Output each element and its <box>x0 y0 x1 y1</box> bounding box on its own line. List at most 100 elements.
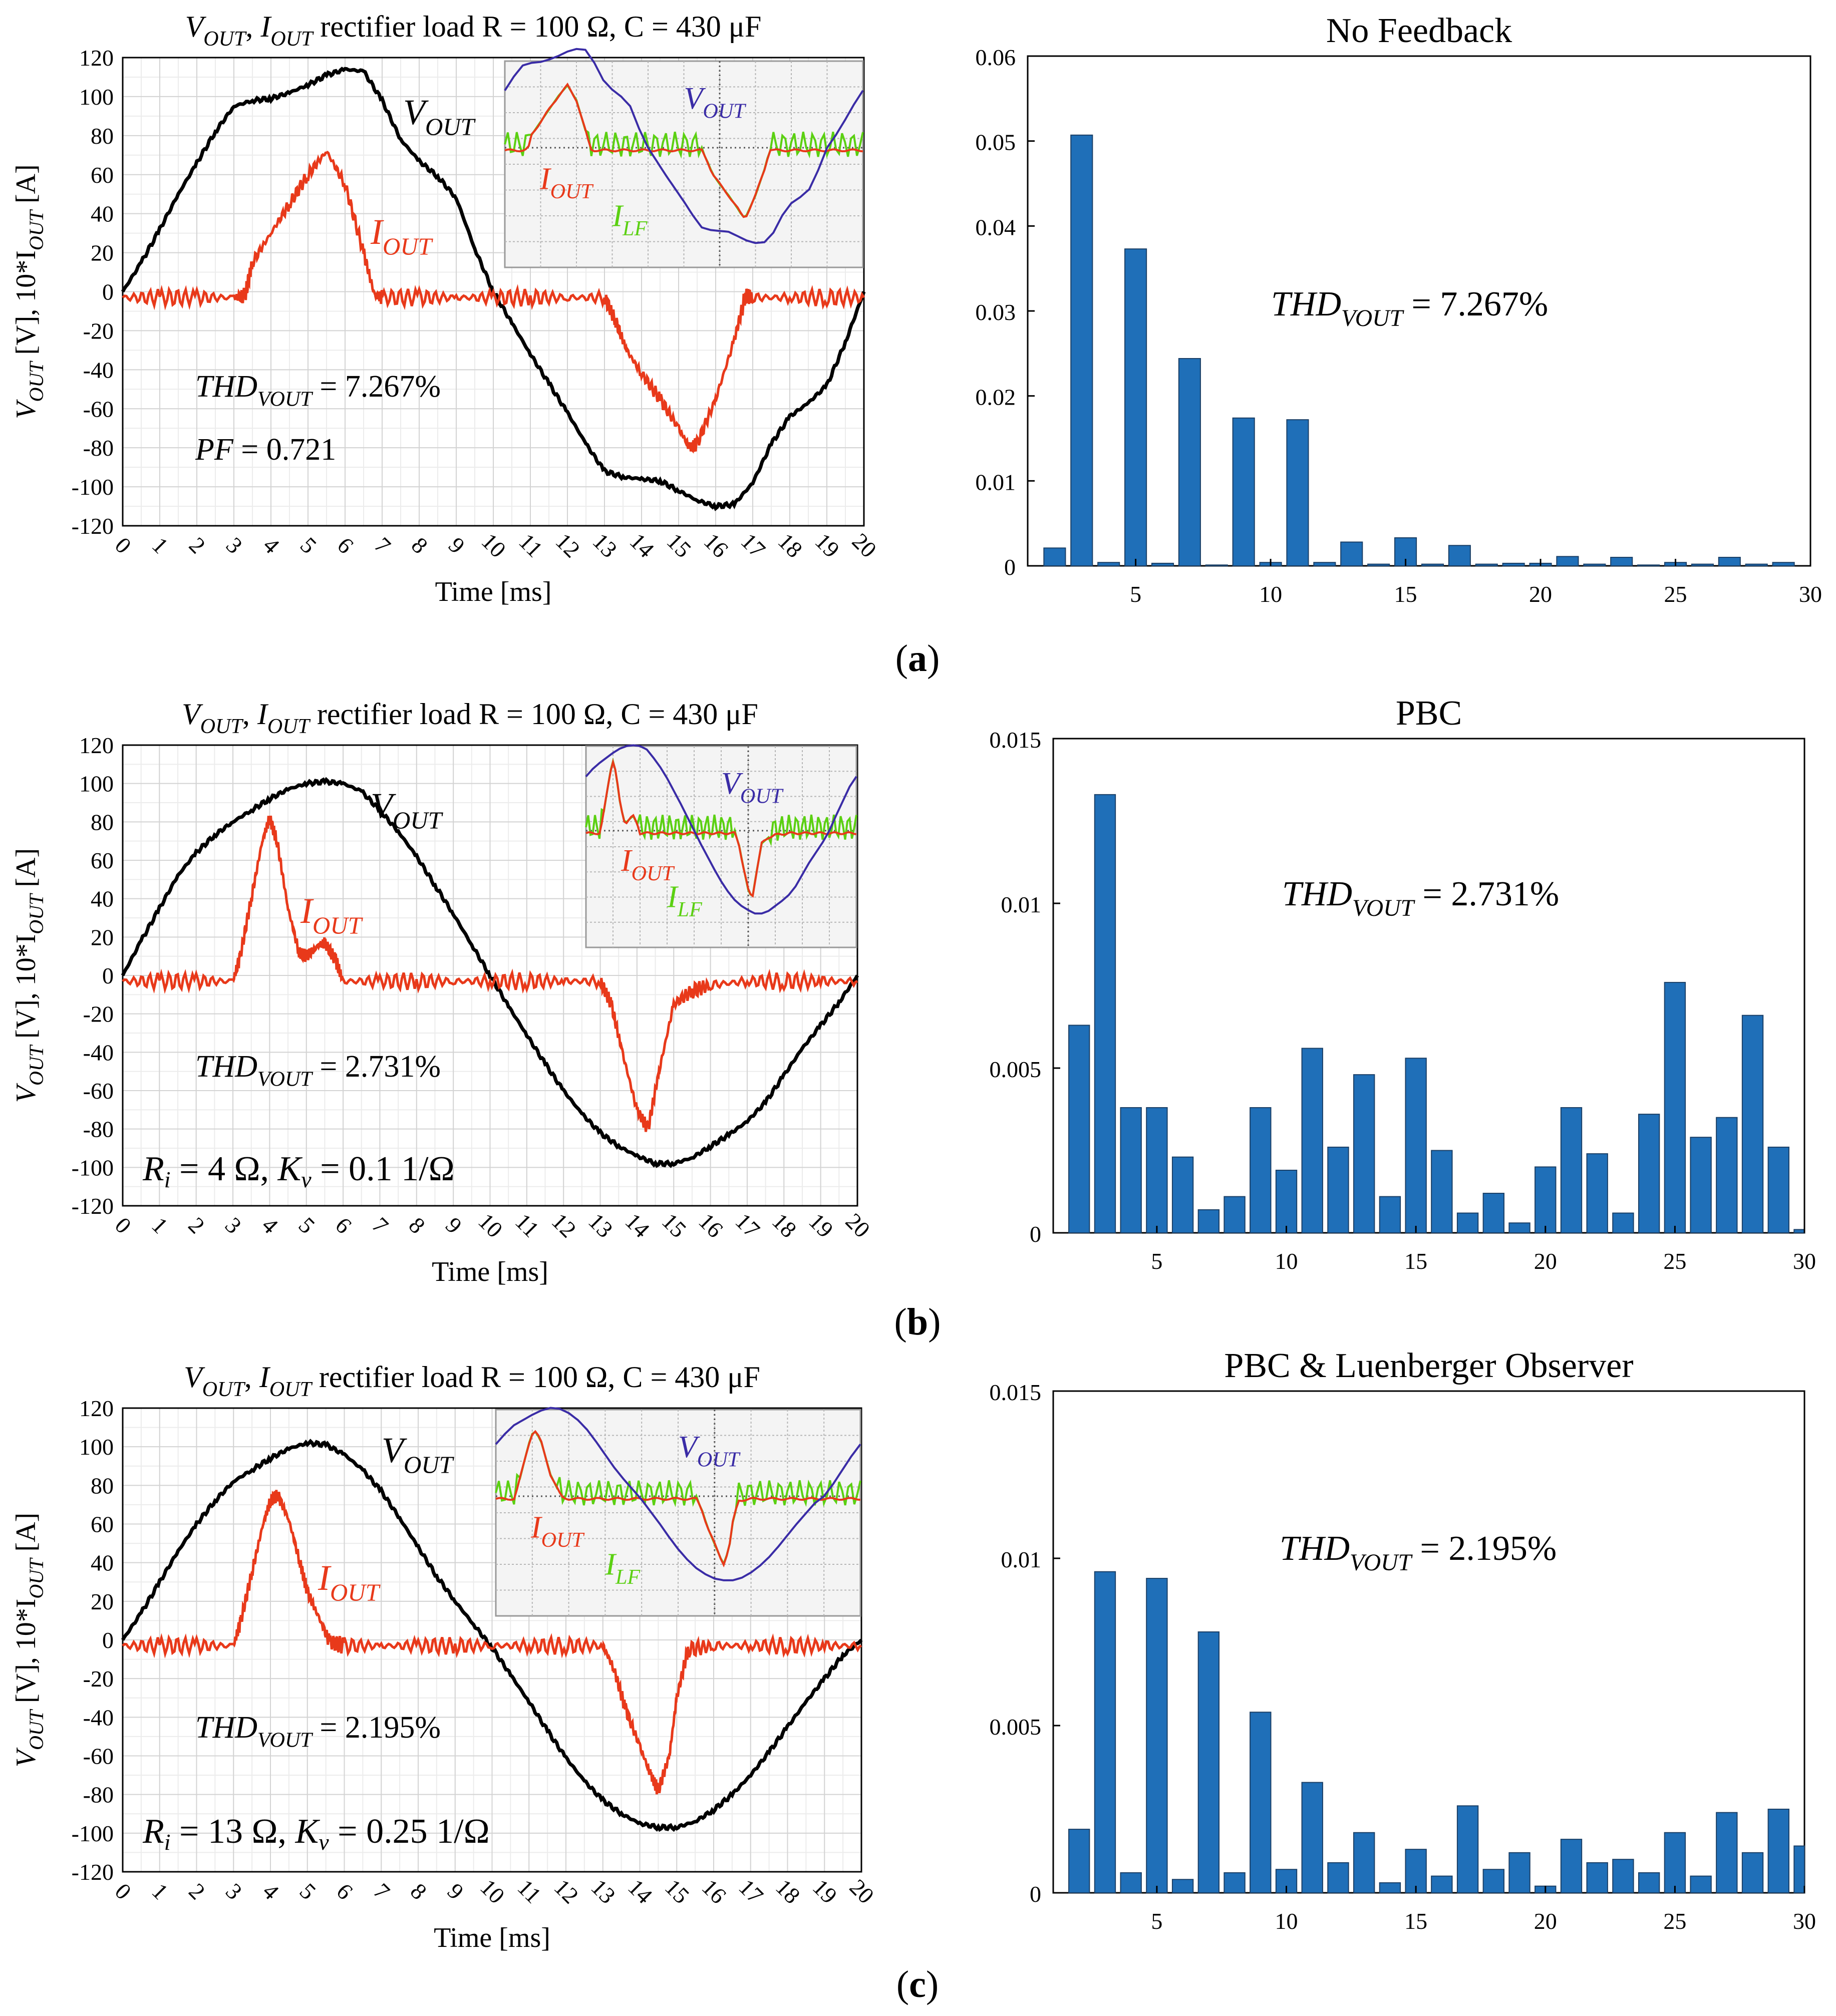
y-tick-label: 120 <box>79 1396 114 1421</box>
x-tick-label: 5 <box>1151 1908 1162 1934</box>
bar <box>1612 1212 1634 1234</box>
y-tick-label: 0.02 <box>976 385 1016 410</box>
inset-ilf-label: ILF <box>667 880 703 922</box>
pf-annotation: PF = 0.721 <box>195 433 336 467</box>
x-axis-label: Time [ms] <box>435 576 552 607</box>
x-tick-label: 10 <box>475 1874 510 1909</box>
x-tick-label: 14 <box>623 1874 658 1909</box>
bar <box>1068 1829 1090 1894</box>
scope-vout-trace <box>585 744 857 915</box>
y-tick-label: 100 <box>79 84 114 110</box>
bar <box>1718 557 1741 566</box>
bar-chart-a: 5 10 15 20 25 30 0 0.01 0.02 0.03 0.04 0.05 0.06 No F… <box>976 12 1822 607</box>
x-tick-label: 15 <box>1404 1908 1427 1934</box>
inset-ilf-label: ILF <box>612 199 648 241</box>
bar-chart-c: 5 10 15 20 25 30 0 0.005 0.01 0.015 PBC & Luenberg… <box>990 1347 1816 1934</box>
inset-vout-label: VOUT <box>684 82 747 123</box>
x-tick-label: 4 <box>258 532 284 558</box>
x-tick-label: 17 <box>736 528 771 563</box>
inset-iout-label: IOUT <box>530 1510 585 1552</box>
bar <box>1482 1869 1504 1893</box>
oscilloscope-inset: VOUT IOUT ILF <box>504 48 864 268</box>
x-tick-label: 7 <box>367 1212 393 1238</box>
bar <box>1327 1146 1349 1233</box>
iout-label: IOUT <box>318 1558 381 1606</box>
panel-caption: (b) <box>894 1301 941 1343</box>
line-chart-a: 0 1 2 3 4 5 6 7 8 9 10 11 12 13 14 15 16 17 18 19 2012010080… <box>11 10 881 607</box>
x-tick-label: 12 <box>549 1874 584 1909</box>
y-tick-label: 20 <box>91 240 114 266</box>
x-tick-label: 16 <box>699 528 734 563</box>
bar <box>1664 981 1686 1234</box>
bar <box>1379 1196 1401 1234</box>
y-tick-label: 60 <box>91 162 114 188</box>
x-tick-label: 1 <box>147 1878 173 1904</box>
x-tick-label: 25 <box>1663 1908 1686 1934</box>
chart-title: VOUT, IOUT rectifier load R = 100 Ω, C =… <box>182 698 758 738</box>
x-tick-label: 1 <box>147 1212 173 1238</box>
bar <box>1379 1882 1401 1893</box>
bar <box>1745 563 1768 567</box>
x-tick-label: 9 <box>444 532 470 558</box>
x-axis-label: Time [ms] <box>434 1922 550 1953</box>
iout-series-line <box>122 150 865 454</box>
bar <box>1664 1832 1686 1894</box>
axes-frame <box>1052 1390 1805 1894</box>
y-tick-label: -80 <box>83 435 114 461</box>
x-tick-label: 18 <box>767 1208 802 1243</box>
y-tick-label: 0 <box>1030 1881 1041 1907</box>
bar <box>1560 1839 1583 1894</box>
bar <box>1120 1107 1142 1233</box>
y-tick-label: -20 <box>83 1001 114 1027</box>
y-tick-label: -40 <box>83 1040 114 1065</box>
y-tick-label: 0 <box>1004 554 1016 580</box>
bar <box>1124 248 1147 567</box>
bar <box>1612 1859 1634 1893</box>
x-tick-label: 11 <box>510 1208 544 1242</box>
y-tick-label: 0.03 <box>976 299 1016 325</box>
bar <box>1793 1845 1805 1893</box>
bar <box>1502 562 1525 567</box>
chart-title: PBC & Luenberger Observer <box>1224 1347 1633 1385</box>
bar <box>1120 1872 1142 1893</box>
thd-annotation: THDVOUT = 7.267% <box>1271 285 1548 331</box>
x-tick-label: 20 <box>1529 581 1552 607</box>
line-chart-c: 0 1 2 3 4 5 6 7 8 9 10 11 12 13 14 15 16 17 18 19 2012010080… <box>11 1361 879 1953</box>
x-tick-label: 0 <box>110 532 136 558</box>
scope-vout-trace <box>504 48 864 244</box>
vout-label: VOUT <box>382 1430 455 1479</box>
inset-vout-label: VOUT <box>678 1430 741 1472</box>
y-tick-label: -120 <box>72 1859 114 1885</box>
x-tick-label: 5 <box>294 1212 320 1238</box>
y-tick-label: -120 <box>72 1193 114 1219</box>
panel-caption: (a) <box>895 637 940 680</box>
y-tick-label: 0.06 <box>976 45 1016 70</box>
y-tick-label: 0 <box>102 279 114 305</box>
bar <box>1178 358 1201 566</box>
bar <box>1448 545 1471 567</box>
inset-iout-label: IOUT <box>539 162 594 203</box>
x-tick-label: 13 <box>583 1208 618 1243</box>
bar <box>1223 1196 1246 1234</box>
x-tick-label: 17 <box>731 1208 765 1243</box>
x-tick-label: 20 <box>847 528 882 563</box>
bar <box>1560 1107 1583 1233</box>
chart-title: No Feedback <box>1326 12 1512 50</box>
scope-vout-trace <box>495 1407 861 1581</box>
bar <box>1094 794 1116 1233</box>
y-tick-label: 60 <box>91 1512 114 1537</box>
x-tick-label: 18 <box>771 1874 805 1909</box>
x-tick-label: 6 <box>332 1878 358 1904</box>
x-tick-label: 13 <box>588 528 623 563</box>
y-tick-label: 0 <box>102 1627 114 1653</box>
bar <box>1232 417 1255 567</box>
y-tick-label: 100 <box>79 771 114 797</box>
y-tick-label: 40 <box>91 1550 114 1576</box>
x-tick-label: 30 <box>1793 1248 1816 1274</box>
x-tick-label: 19 <box>810 528 845 563</box>
bar <box>1286 419 1309 566</box>
bar <box>1197 1631 1220 1893</box>
x-tick-label: 10 <box>1275 1248 1298 1274</box>
y-tick-label: 0.04 <box>976 214 1016 240</box>
bar <box>1197 1209 1220 1233</box>
